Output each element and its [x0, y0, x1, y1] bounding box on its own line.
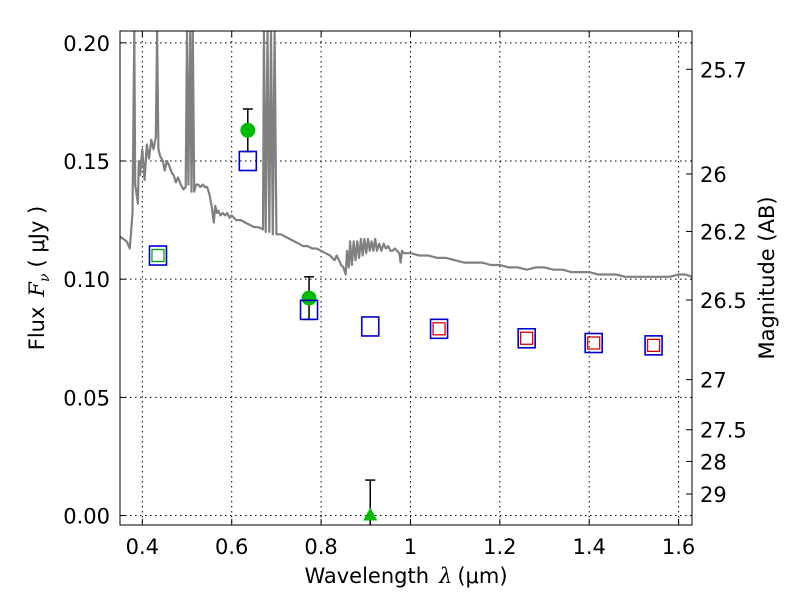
x-tick-label: 1.6 [662, 535, 695, 559]
model-flux-box [299, 299, 319, 321]
y-axis-title: FluxFν( μJy ) [25, 206, 53, 350]
y2-tick-label: 26 [700, 163, 727, 187]
x-axis-title: Wavelength λ (μm) [304, 564, 507, 588]
x-tick-label: 0.8 [304, 535, 337, 559]
plot-frame [119, 30, 693, 526]
x-tick-label: 0.4 [126, 535, 159, 559]
y-tick-label: 0.15 [63, 150, 110, 174]
model-flux-box [644, 335, 663, 356]
y-tick-label: 0.20 [63, 32, 110, 56]
model-flux-inner-box [151, 248, 165, 263]
x-tick-label: 1.2 [483, 535, 516, 559]
y2-tick-label: 27 [700, 369, 727, 393]
model-flux-box [148, 245, 168, 266]
y-tick-label: 0.10 [63, 268, 110, 292]
x-tick-label: 0.6 [215, 535, 248, 559]
axis-ticks [120, 31, 692, 525]
model-flux-box [517, 327, 536, 349]
y2-tick-label: 25.7 [700, 58, 747, 82]
y2-tick-label: 27.5 [700, 419, 747, 443]
plot-area [120, 31, 692, 525]
observed-flux-point [240, 122, 256, 138]
observed-flux-point [301, 290, 317, 306]
x-tick-label: 1 [404, 535, 417, 559]
y2-tick-label: 26.5 [700, 289, 747, 313]
model-flux-inner-box [646, 338, 661, 353]
y2-tick-label: 26.2 [700, 220, 747, 244]
upper-limit-point [363, 507, 378, 521]
model-flux-box [360, 316, 380, 337]
sed-template-line [120, 31, 692, 278]
grid-lines [120, 31, 692, 525]
x-tick-label: 1.4 [573, 535, 606, 559]
y-tick-label: 0.05 [63, 386, 110, 410]
tick-labels: 0.4 0.6 0.8 1 1.2 1.4 1.6 0.00 0.05 0.10 0.15 0.20 2… [63, 32, 747, 559]
y-tick-label: 0.00 [63, 505, 110, 529]
y2-axis-title: Magnitude (AB) [755, 196, 779, 359]
model-flux-box [584, 332, 603, 354]
model-flux-inner-box [520, 331, 534, 345]
y2-tick-label: 29 [700, 483, 727, 507]
data-markers [148, 108, 663, 525]
model-flux-box [238, 150, 258, 172]
model-flux-inner-box [432, 322, 446, 336]
model-flux-box [429, 318, 449, 340]
model-flux-inner-box [587, 336, 601, 350]
y2-tick-label: 28 [700, 450, 727, 474]
